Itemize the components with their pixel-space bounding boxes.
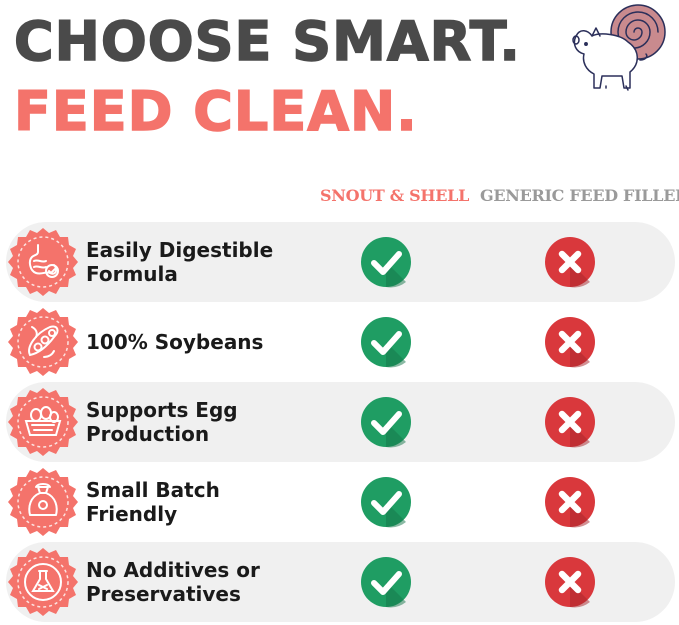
headline-line2: FEED CLEAN.: [13, 79, 418, 144]
cross-icon: [544, 236, 596, 288]
comparison-row: Supports Egg Production: [0, 382, 679, 462]
row-label: Small Batch Friendly: [86, 478, 220, 526]
row-label: Easily Digestible Formula: [86, 238, 274, 286]
no-additives-flask-icon: [8, 547, 78, 617]
soybean-icon: [8, 307, 78, 377]
stomach-icon: [8, 227, 78, 297]
pig-snail-logo-icon: [572, 4, 666, 91]
cross-icon: [544, 556, 596, 608]
comparison-row: No Additives or Preservatives: [0, 542, 679, 622]
check-icon: [360, 396, 412, 448]
check-icon: [360, 236, 412, 288]
cross-icon: [544, 316, 596, 368]
row-label: 100% Soybeans: [86, 330, 264, 354]
row-label: No Additives or Preservatives: [86, 558, 260, 606]
check-icon: [360, 556, 412, 608]
row-label: Supports Egg Production: [86, 398, 238, 446]
comparison-row: Easily Digestible Formula: [0, 222, 679, 302]
cross-icon: [544, 476, 596, 528]
check-icon: [360, 476, 412, 528]
comparison-row: 100% Soybeans: [0, 302, 679, 382]
cross-icon: [544, 396, 596, 448]
feed-sack-icon: [8, 467, 78, 537]
column-header-generic-feed: GENERIC FEED FILLER: [480, 186, 679, 205]
comparison-row: Small Batch Friendly: [0, 462, 679, 542]
column-header-snout-shell: SNOUT & SHELL: [320, 186, 470, 205]
check-icon: [360, 316, 412, 368]
egg-basket-icon: [8, 387, 78, 457]
headline-line1: CHOOSE SMART.: [13, 9, 521, 74]
